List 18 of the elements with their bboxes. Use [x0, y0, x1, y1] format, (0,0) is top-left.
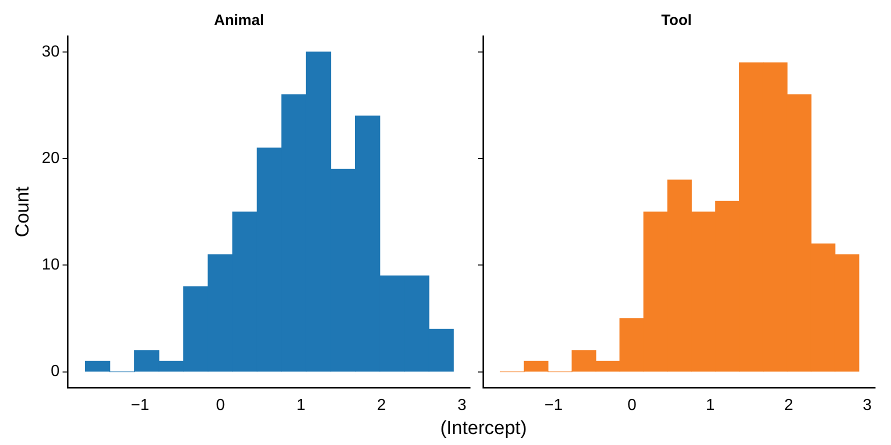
y-tick-label: 30 [42, 43, 60, 60]
x-tick-label: −1 [544, 396, 563, 414]
x-tick-label: 0 [216, 396, 226, 414]
y-tick-label: 20 [42, 150, 60, 168]
x-tick-label: 0 [628, 396, 637, 414]
x-tick-label: 3 [458, 396, 466, 414]
y-axis-title: Count [12, 186, 34, 238]
y-tick-label: 0 [50, 363, 60, 380]
chart-title: Animal [214, 12, 264, 30]
x-tick-label: 1 [706, 396, 715, 414]
x-tick-label: 2 [377, 396, 386, 414]
x-tick-label: 3 [862, 396, 872, 414]
x-tick-label: −1 [130, 396, 150, 414]
chart-title: Tool [661, 12, 692, 30]
y-tick-label: 10 [42, 256, 60, 274]
x-axis-title: (Intercept) [439, 418, 528, 440]
x-tick-label: 2 [784, 396, 794, 414]
x-tick-label: 1 [296, 396, 306, 414]
